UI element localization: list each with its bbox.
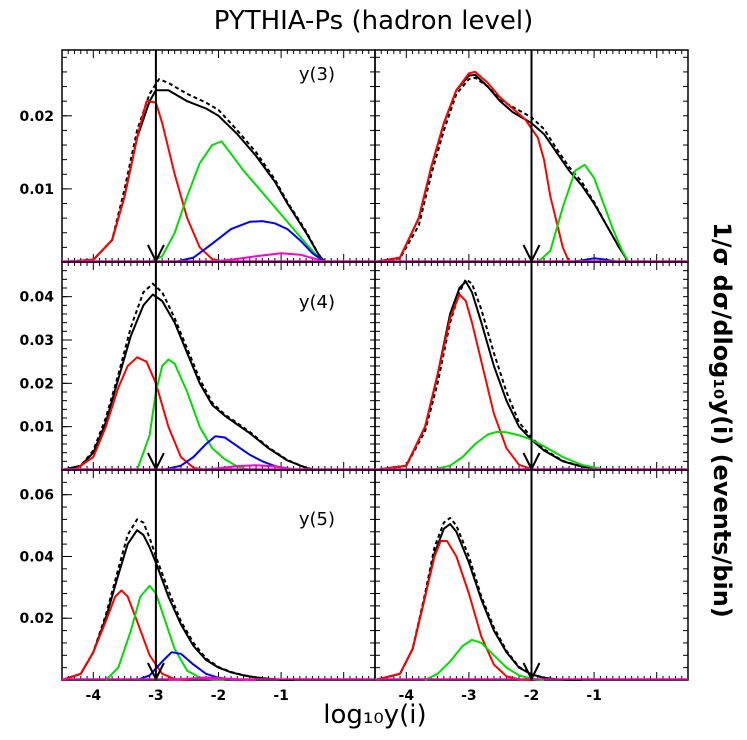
cut-arrow-head [522, 244, 541, 264]
x-tick-label: -4 [399, 688, 415, 704]
cut-arrow-head [147, 452, 165, 472]
x-tick-label: -1 [586, 688, 602, 704]
panel-label: y(5) [299, 509, 335, 530]
series-line-total_alt [61, 518, 294, 681]
series-line-k2 [105, 584, 225, 681]
panel-label: y(3) [299, 64, 335, 85]
cut-arrow-head [522, 662, 541, 682]
x-tick-label: -2 [211, 688, 227, 704]
x-tick-label: -2 [524, 688, 540, 704]
series-line-total_mc [374, 280, 613, 471]
series-line-total_mc [61, 89, 326, 263]
series-line-k1 [61, 589, 188, 681]
x-axis-label: log₁₀y(i) [323, 700, 427, 730]
series-line-k1 [61, 100, 226, 263]
series-line-total_mc [61, 529, 294, 681]
y-tick-label: 0.01 [19, 182, 54, 198]
series-line-k2 [136, 358, 251, 471]
series-line-k3 [161, 435, 301, 471]
y-tick-label: 0.06 [19, 488, 54, 504]
series-line-total_mc [61, 293, 316, 471]
cut-arrow-head [522, 452, 541, 472]
series-line-k3 [136, 651, 244, 681]
series-line-k1 [374, 70, 571, 263]
y-tick-label: 0.02 [19, 109, 54, 125]
cut-arrow-head [147, 662, 165, 682]
series-line-k1 [374, 540, 532, 681]
x-tick-label: -1 [273, 688, 289, 704]
x-tick-label: -3 [461, 688, 477, 704]
series-line-total_alt [374, 516, 582, 681]
x-tick-label: -4 [86, 688, 102, 704]
series-line-k2 [431, 430, 620, 471]
y-tick-label: 0.02 [19, 376, 54, 392]
series-line-k2 [149, 140, 326, 263]
y-tick-label: 0.04 [19, 290, 54, 306]
series-line-k2 [537, 163, 630, 263]
y-tick-label: 0.04 [19, 549, 54, 565]
y-tick-label: 0.03 [19, 333, 54, 349]
panel-label: y(4) [299, 292, 335, 313]
series-line-total_mc [374, 523, 582, 681]
series-line-k2 [424, 638, 545, 681]
panel-frame-bottom-left [61, 469, 376, 681]
series-line-k1 [73, 356, 207, 471]
series-line-k1 [374, 293, 538, 471]
series-line-total_alt [61, 78, 326, 263]
y-tick-label: 0.01 [19, 420, 54, 436]
series-line-total_alt [61, 282, 316, 471]
cut-arrow-head [147, 244, 165, 264]
series-line-k4 [205, 252, 326, 263]
chart-title: PYTHIA-Ps (hadron level) [213, 6, 534, 36]
y-tick-label: 0.02 [19, 611, 54, 627]
series-line-total_alt [374, 278, 613, 471]
series-line-total_alt [374, 76, 630, 263]
series-line-k3 [174, 220, 326, 263]
x-tick-label: -3 [148, 688, 164, 704]
